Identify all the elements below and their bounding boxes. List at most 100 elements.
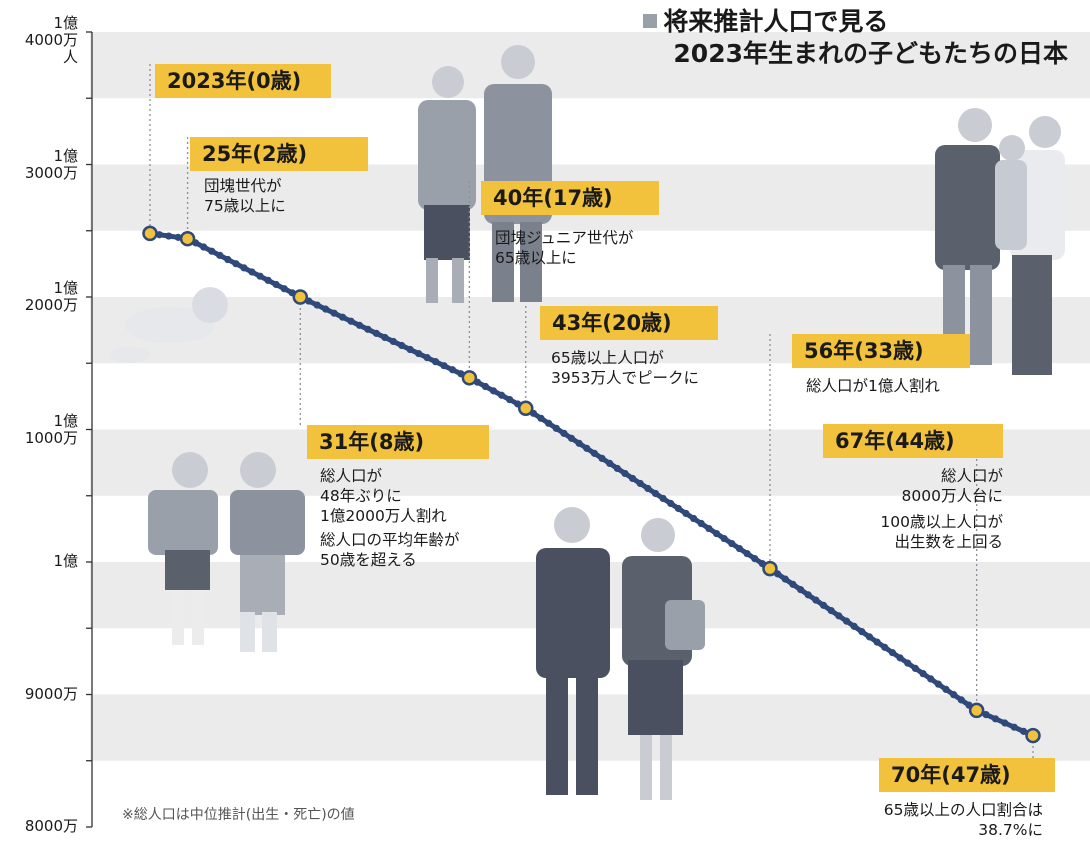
series-bead [280, 285, 288, 293]
series-bead [705, 524, 713, 533]
y-tick-text: 1000万 [24, 428, 78, 447]
series-bead [888, 649, 897, 657]
people-illustrations [110, 45, 1065, 800]
series-bead [919, 670, 927, 678]
y-tick-label: 1億 4000万人 [0, 15, 78, 66]
series-bead [489, 387, 498, 395]
event-year: 2023年 [167, 69, 247, 93]
family-illustration [935, 108, 1065, 375]
series-bead [537, 414, 545, 422]
series-bead [911, 664, 920, 672]
series-bead [934, 680, 942, 688]
series-bead [812, 596, 820, 604]
event-markers [142, 225, 1041, 744]
series-bead [364, 325, 372, 333]
series-bead [165, 232, 173, 240]
series-bead [991, 715, 1000, 723]
event-note: 65歳以上人口が 3953万人でピークに [551, 348, 699, 388]
series-bead [606, 459, 614, 468]
event-marker [142, 225, 158, 242]
event-note-line: 38.7%に [978, 821, 1043, 839]
event-note-line: 48年ぶりに [320, 487, 402, 505]
series-bead [950, 691, 958, 699]
y-tick-label: 9000万 [0, 684, 78, 703]
event-year: 56年 [804, 339, 855, 363]
series-bead [835, 612, 843, 620]
series-bead [264, 276, 272, 284]
series-bead [381, 333, 389, 342]
series-bead [423, 354, 431, 362]
series-bead [827, 607, 835, 615]
series-bead [781, 575, 789, 583]
series-bead [819, 601, 828, 609]
event-age: (2歳) [252, 142, 308, 166]
series-bead [644, 484, 652, 493]
title-line-1: 将来推計人口で見る [663, 7, 889, 36]
series-bead [355, 321, 364, 329]
series-bead [372, 329, 380, 337]
event-tag: 2023年(0歳) [155, 64, 331, 98]
chart-title: 将来推計人口で見る 2023年生まれの子どもたちの日本 [643, 6, 1068, 70]
title-line-2: 2023年生まれの子どもたちの日本 [673, 39, 1068, 68]
series-bead [338, 313, 347, 321]
event-note-line: 50歳を超える [320, 551, 417, 569]
series-bead [216, 251, 224, 259]
event-note-line: 75歳以上に [204, 197, 286, 215]
series-bead [583, 444, 591, 452]
series-bead [575, 439, 583, 447]
y-tick-label: 8000万 [0, 818, 78, 835]
event-tag: 56年(33歳) [792, 334, 970, 368]
event-age: (17歳) [543, 186, 613, 210]
series-bead [720, 534, 728, 543]
series-bead [682, 509, 690, 518]
series-bead [481, 382, 490, 391]
y-axis [86, 31, 93, 828]
event-tag: 25年(2歳) [190, 137, 368, 171]
series-bead [873, 638, 881, 646]
y-tick-text: 1億 [53, 279, 78, 297]
series-bead [613, 464, 621, 473]
event-tag: 31年(8歳) [307, 425, 489, 459]
event-note-line: 3953万人でピークに [551, 369, 699, 387]
event-age: (8歳) [369, 430, 425, 454]
series-bead [842, 617, 851, 625]
y-tick-text: 1億 [53, 14, 78, 32]
series-bead [881, 643, 889, 651]
event-year: 70年 [891, 763, 942, 787]
series-bead [248, 268, 256, 276]
series-bead [560, 429, 568, 437]
event-marker [292, 289, 309, 305]
series-bead [1020, 727, 1028, 735]
event-year: 25年 [202, 142, 253, 166]
population-series [149, 230, 1035, 738]
young-adults-illustration [536, 507, 705, 800]
event-tag: 70年(47歳) [879, 758, 1055, 792]
series-bead [506, 395, 514, 404]
event-marker [179, 230, 196, 247]
y-tick-text: 8000万 [24, 817, 78, 835]
series-bead [232, 260, 240, 268]
series-bead [448, 366, 457, 374]
y-tick-label: 1億 3000万 [0, 147, 78, 182]
baby-illustration [110, 287, 228, 363]
series-bead [272, 280, 280, 289]
y-tick-text: 9000万 [24, 684, 78, 703]
event-note-line: 総人口が [940, 467, 1003, 485]
y-tick-text: 人 [62, 48, 78, 66]
event-note: 団塊世代が 75歳以上に [204, 176, 286, 216]
series-bead [743, 549, 751, 558]
series-bead [904, 659, 912, 667]
event-note: 総人口が 8000万人台に 100歳以上人口が 出生数を上回る [880, 466, 1003, 552]
series-bead [628, 474, 637, 483]
series-bead [927, 675, 935, 683]
series-bead [690, 514, 698, 523]
event-note-line: 出生数を上回る [894, 533, 1003, 551]
series-bead [621, 469, 629, 478]
series-bead [347, 317, 355, 325]
series-bead [208, 247, 216, 255]
event-note: 団塊ジュニア世代が 65歳以上に [495, 228, 633, 268]
series-bead [896, 654, 904, 662]
series-bead [636, 479, 644, 488]
event-marker [968, 702, 985, 719]
y-tick-text: 1億 [53, 552, 78, 570]
